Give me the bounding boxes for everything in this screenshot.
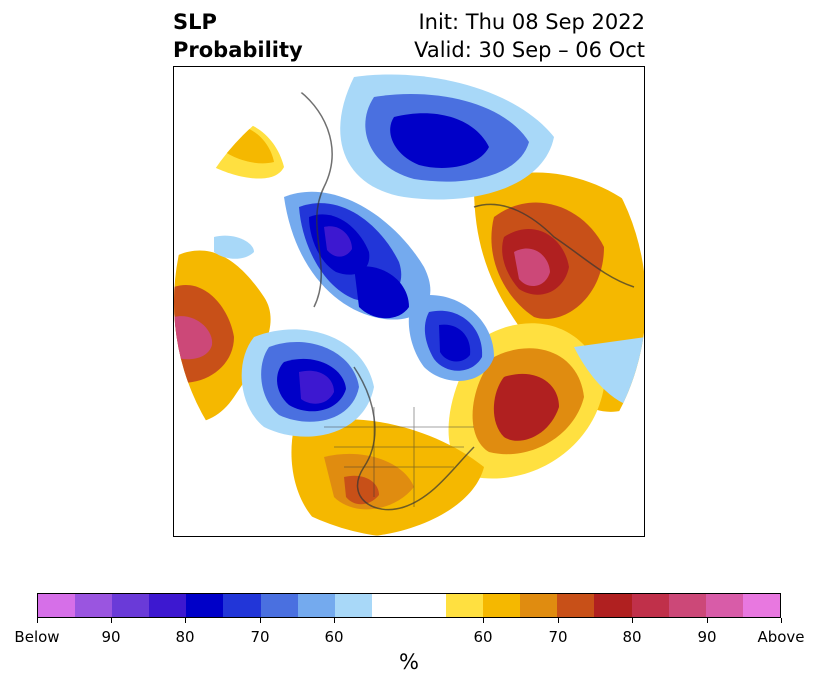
colorbar-tick-label: 90 bbox=[697, 628, 717, 646]
title-left: SLP Probability bbox=[173, 8, 303, 64]
title-variable: SLP bbox=[173, 10, 217, 34]
colorbar-segment bbox=[371, 594, 447, 617]
colorbar-tick-label: Below bbox=[14, 628, 60, 646]
colorbar-segment bbox=[668, 594, 706, 617]
colorbar-segment bbox=[594, 594, 632, 617]
colorbar-segment bbox=[223, 594, 261, 617]
colorbar-segment bbox=[297, 594, 335, 617]
colorbar-segment bbox=[557, 594, 595, 617]
colorbar-tick-label: 70 bbox=[548, 628, 568, 646]
colorbar-tick-label: Above bbox=[757, 628, 805, 646]
colorbar-segment bbox=[334, 594, 372, 617]
colorbar-tick-mark bbox=[334, 618, 335, 623]
colorbar-segment bbox=[446, 594, 484, 617]
colorbar-segment bbox=[112, 594, 150, 617]
colorbar bbox=[37, 593, 781, 618]
colorbar-tick-mark bbox=[558, 618, 559, 623]
colorbar-tick-label: 60 bbox=[324, 628, 344, 646]
colorbar-segment bbox=[705, 594, 743, 617]
colorbar-tick-label: 90 bbox=[101, 628, 121, 646]
colorbar-tick-mark bbox=[483, 618, 484, 623]
colorbar-segment bbox=[520, 594, 558, 617]
colorbar-segment bbox=[260, 594, 298, 617]
title-right: Init: Thu 08 Sep 2022 Valid: 30 Sep – 06… bbox=[414, 8, 645, 64]
colorbar-segment bbox=[38, 594, 76, 617]
colorbar-tick-mark bbox=[707, 618, 708, 623]
colorbar-tick-mark bbox=[260, 618, 261, 623]
colorbar-tick-label: 80 bbox=[175, 628, 195, 646]
colorbar-tick-label: 60 bbox=[473, 628, 493, 646]
title-product: Probability bbox=[173, 38, 303, 62]
colorbar-tick-mark bbox=[781, 618, 782, 623]
colorbar-tick-mark bbox=[37, 618, 38, 623]
colorbar-tick-label: 80 bbox=[622, 628, 642, 646]
colorbar-unit: % bbox=[399, 650, 419, 674]
valid-range: Valid: 30 Sep – 06 Oct bbox=[414, 38, 645, 62]
init-date: Init: Thu 08 Sep 2022 bbox=[418, 10, 645, 34]
colorbar-tick-mark bbox=[632, 618, 633, 623]
colorbar-segment bbox=[186, 594, 224, 617]
colorbar-segment bbox=[742, 594, 780, 617]
colorbar-segment bbox=[149, 594, 187, 617]
probability-map bbox=[174, 67, 644, 536]
colorbar-segment bbox=[75, 594, 113, 617]
colorbar-tick-mark bbox=[185, 618, 186, 623]
colorbar-tick-mark bbox=[111, 618, 112, 623]
colorbar-segment bbox=[483, 594, 521, 617]
colorbar-tick-label: 70 bbox=[250, 628, 270, 646]
probability-field bbox=[174, 67, 644, 536]
map-panel bbox=[173, 66, 645, 537]
colorbar-segment bbox=[631, 594, 669, 617]
